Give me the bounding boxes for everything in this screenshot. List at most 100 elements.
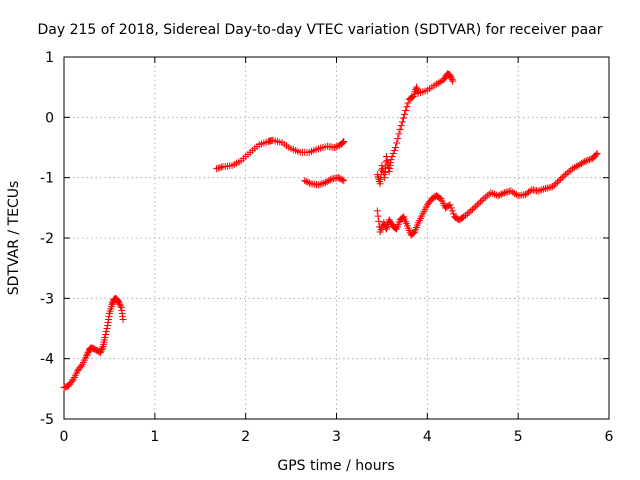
data-point [447,74,455,82]
data-point [331,144,339,151]
data-point [380,219,388,227]
data-point [489,190,497,198]
data-point [494,192,502,200]
x-tick-label: 5 [514,429,523,445]
data-point [467,207,475,215]
data-point [446,201,454,209]
data-points [60,70,601,392]
data-point [585,156,593,164]
y-tick-label: -2 [40,231,54,247]
data-point [102,331,110,339]
data-point [101,334,109,342]
data-point [302,177,310,185]
y-tick-label: 0 [45,110,54,126]
y-axis-label: SDTVAR / TECUs [6,181,22,296]
data-point [534,187,542,195]
data-point [480,195,488,203]
data-point [409,229,417,237]
data-point [378,162,386,170]
grid [64,57,609,419]
x-axis-label: GPS time / hours [277,458,394,474]
data-point [398,118,406,126]
data-point [579,159,587,167]
data-point [339,138,347,146]
data-point [410,229,418,237]
data-point [338,139,346,147]
data-point [397,122,405,130]
data-point [334,142,342,150]
data-point [440,76,448,84]
data-point [388,153,396,161]
data-point [491,190,499,198]
x-tick-label: 3 [332,429,341,445]
data-point [373,207,381,215]
data-point [552,180,560,188]
data-point [478,196,486,204]
data-point [436,78,444,86]
data-point [340,177,348,185]
data-point [386,217,394,225]
data-point [338,176,346,184]
x-tick-label: 1 [150,429,159,445]
x-tick-label: 6 [605,429,614,445]
data-point [441,74,449,82]
data-point [581,158,589,166]
data-point [561,171,569,179]
data-point [507,187,515,195]
data-point [499,190,507,198]
data-point [509,188,517,196]
data-point [103,325,111,332]
data-point [592,151,600,159]
data-point [550,181,558,189]
data-point [393,139,401,147]
data-point [434,79,442,87]
series-arc-3 [301,174,348,189]
data-point [446,71,454,79]
data-point [379,165,387,173]
data-point [399,214,407,222]
data-point [385,216,393,224]
data-point [469,205,477,213]
data-point [447,73,455,81]
data-point [560,172,568,180]
data-point [117,302,125,310]
data-point [392,224,400,232]
data-point [98,346,106,354]
data-point [449,210,457,218]
data-point [394,134,402,142]
data-point [395,130,403,138]
data-point [565,168,573,176]
data-point [403,103,411,111]
data-point [572,163,580,171]
data-point [409,93,417,101]
data-point [396,125,404,133]
data-point [404,99,412,107]
data-point [487,189,495,197]
data-point [511,189,519,197]
data-point [379,168,387,176]
data-point [84,349,92,357]
data-point [526,187,534,195]
data-point [475,199,483,207]
data-point [389,150,397,158]
data-point [540,185,548,193]
data-point [558,174,566,182]
data-point [460,213,468,221]
data-point [102,328,110,336]
data-point [323,178,331,186]
data-point [314,181,322,189]
y-tick-label: -1 [40,171,54,187]
data-point [578,159,586,167]
data-point [387,219,395,227]
y-tick-label: -3 [40,291,54,307]
data-point [570,164,578,172]
data-point [402,107,410,115]
data-point [390,147,398,155]
x-tick-label: 2 [241,429,250,445]
data-point [116,300,124,308]
data-point [584,156,592,164]
data-point [375,217,383,225]
data-point [473,201,481,209]
data-point [97,347,105,355]
